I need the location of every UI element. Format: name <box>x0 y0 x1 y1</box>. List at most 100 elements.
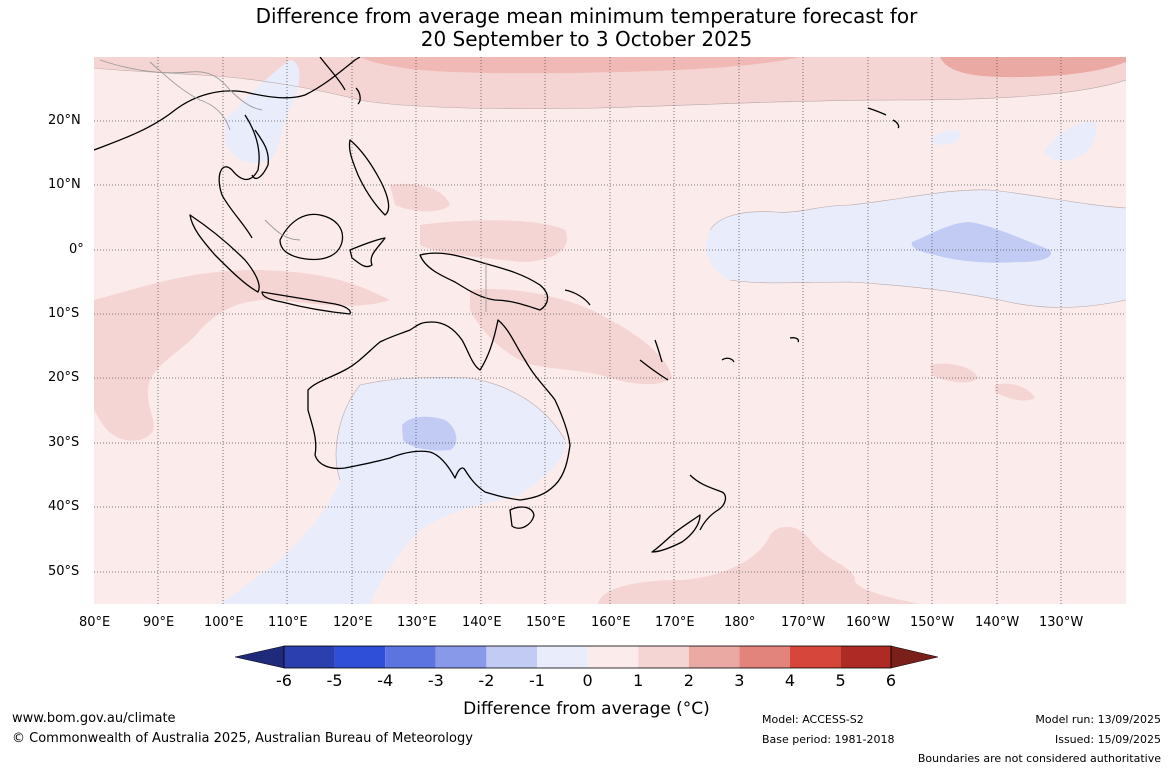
base-period: Base period: 1981-2018 <box>762 733 895 746</box>
colorbar-bin <box>739 646 790 668</box>
cool-anomaly-indochina <box>225 60 300 164</box>
colorbar-tick-label: -6 <box>276 671 292 690</box>
borneo-coastline <box>279 213 344 261</box>
longitude-label: 150°W <box>910 615 955 630</box>
colorbar-tick-label: 5 <box>835 671 846 690</box>
longitude-label: 170°E <box>655 615 695 630</box>
colorbar-tick-label: -4 <box>377 671 394 690</box>
java-coastline <box>261 291 351 315</box>
colorbar-tick-label: 6 <box>885 671 897 690</box>
colorbar-tick-label: 3 <box>734 671 745 690</box>
colorbar-tick-label: 4 <box>784 671 796 690</box>
longitude-label: 90°E <box>143 615 175 630</box>
solomon-islands <box>564 289 591 306</box>
colorbar-tick-label: -3 <box>427 671 444 690</box>
new-zealand-north <box>689 474 727 531</box>
warm-anomaly-indian-ocean <box>94 270 390 441</box>
longitude-label: 160°E <box>591 615 631 630</box>
longitude-label: 130°W <box>1039 615 1084 630</box>
colorbar-tick-label: -2 <box>478 671 495 690</box>
issued-date: Issued: 15/09/2025 <box>1054 733 1161 746</box>
model-run-date: Model run: 13/09/2025 <box>1035 713 1161 726</box>
colorbar-bin <box>688 646 740 668</box>
warm-anomaly-coral-sea <box>470 289 672 385</box>
warm-anomaly-far-north <box>940 57 1126 78</box>
cool-anomaly-southern-australia <box>220 377 566 604</box>
cool-anomaly-pacific-core <box>911 222 1051 263</box>
map-title-line-1: Difference from average mean minimum tem… <box>255 4 918 28</box>
longitude-label: 140°W <box>975 615 1020 630</box>
latitude-label: 30°S <box>48 435 80 450</box>
indochina-coastline <box>251 129 269 179</box>
colorbar-label: Difference from average (°C) <box>463 699 710 719</box>
colorbar-bin <box>587 646 639 668</box>
colorbar-bin <box>385 646 436 668</box>
map-title-line-2: 20 September to 3 October 2025 <box>420 27 753 51</box>
bom-url: www.bom.gov.au/climate <box>12 711 176 726</box>
latitude-label: 20°S <box>48 370 80 385</box>
colorbar-bin <box>790 646 841 668</box>
colorbar-bin <box>840 646 892 668</box>
longitude-label: 180° <box>724 615 756 630</box>
graticule <box>94 57 1126 604</box>
colorbar-tick-label: 2 <box>683 671 694 690</box>
copyright-notice: © Commonwealth of Australia 2025, Austra… <box>12 731 473 746</box>
colorbar-bin <box>435 646 487 668</box>
latitude-label: 10°S <box>48 306 80 321</box>
latitude-label: 40°S <box>48 499 80 514</box>
philippines-coastline <box>348 139 390 216</box>
model-name: Model: ACCESS-S2 <box>762 713 864 726</box>
colorbar-max-arrow <box>890 645 939 669</box>
cool-anomaly-australia-core <box>402 416 457 451</box>
new-zealand-south <box>651 514 701 553</box>
warm-anomaly-png <box>420 220 568 262</box>
colorbar-bin <box>334 646 386 668</box>
sumatra-coastline <box>189 214 260 293</box>
longitude-label: 130°E <box>397 615 437 630</box>
colorbar-bin <box>486 646 537 668</box>
longitude-label: 150°E <box>526 615 566 630</box>
longitude-label: 110°E <box>268 615 308 630</box>
hawaii-islands <box>867 107 900 129</box>
longitude-label: 100°E <box>204 615 244 630</box>
warm-anomaly-north-strip <box>360 57 800 74</box>
cool-anomaly-ne-pacific <box>1045 121 1097 161</box>
colorbar-tick-label: 0 <box>582 671 593 690</box>
colorbar <box>234 645 939 669</box>
colorbar-bin <box>638 646 689 668</box>
warm-anomaly-tonga <box>995 383 1035 401</box>
warm-anomaly-indonesia <box>390 183 450 212</box>
tasmania-coastline <box>509 506 535 529</box>
longitude-label: 140°E <box>462 615 502 630</box>
latitude-label: 20°N <box>48 113 81 128</box>
new-guinea-coastline <box>419 252 549 311</box>
fiji-islands <box>721 337 800 363</box>
boundaries-disclaimer: Boundaries are not considered authoritat… <box>917 752 1161 765</box>
warm-anomaly-southern-ocean <box>598 526 920 604</box>
longitude-label: 170°W <box>781 615 826 630</box>
colorbar-tick-label: -1 <box>529 671 545 690</box>
mainland-asia-coastline <box>94 57 361 239</box>
warm-anomaly-fiji <box>930 363 978 383</box>
latitude-label: 10°N <box>48 177 81 192</box>
longitude-label: 80°E <box>79 615 111 630</box>
japan-coastline <box>319 57 346 91</box>
colorbar-tick-label: -5 <box>326 671 343 690</box>
longitude-label: 120°E <box>333 615 373 630</box>
colorbar-bin <box>284 646 335 668</box>
sulawesi-coastline <box>349 237 386 268</box>
latitude-label: 0° <box>69 242 84 257</box>
latitude-label: 50°S <box>48 564 80 579</box>
australia-coastline <box>307 319 571 501</box>
coastlines <box>94 57 900 553</box>
colorbar-tick-label: 1 <box>633 671 644 690</box>
vanuatu <box>654 339 663 363</box>
colorbar-min-arrow <box>234 645 285 669</box>
longitude-label: 160°W <box>846 615 891 630</box>
taiwan-coastline <box>355 87 361 105</box>
cool-anomaly-hawaii <box>932 130 962 146</box>
colorbar-bin <box>537 646 588 668</box>
new-caledonia <box>639 359 669 381</box>
country-borders <box>99 59 487 312</box>
